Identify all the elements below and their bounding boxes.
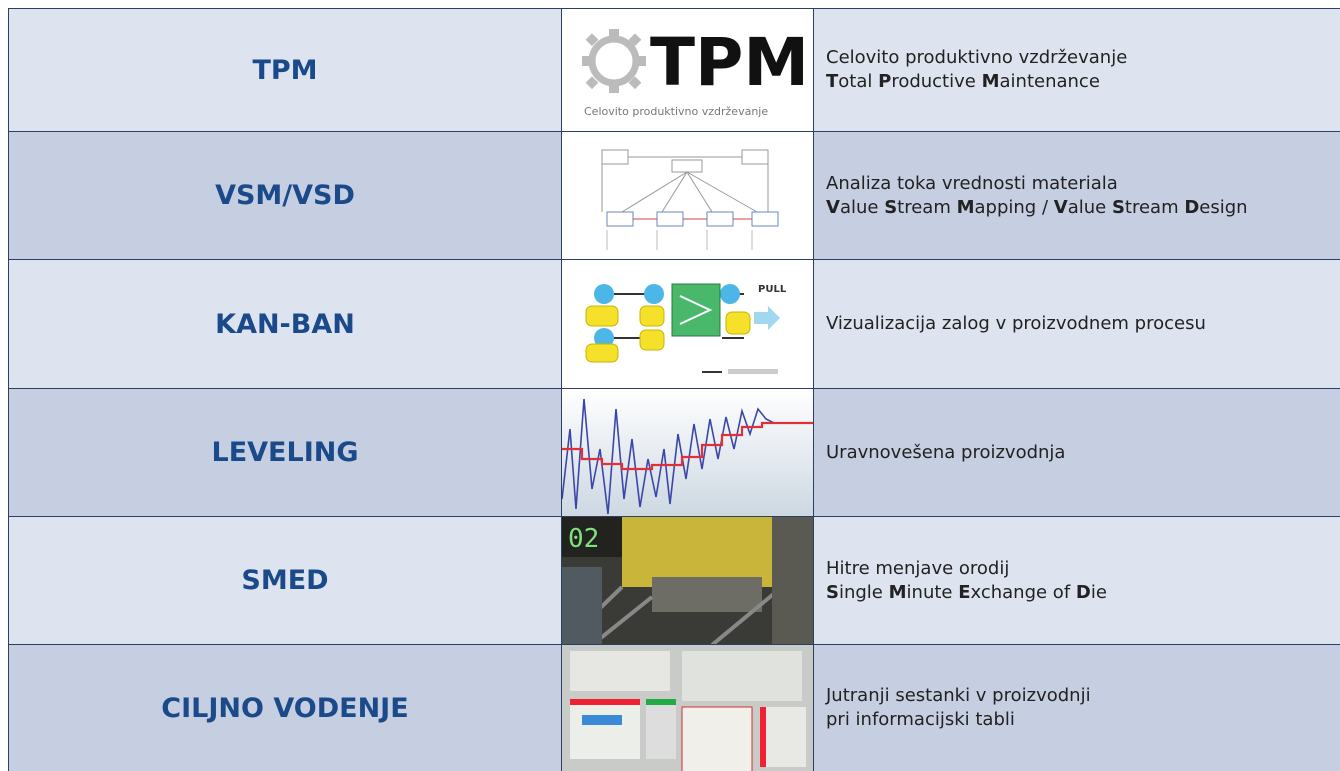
text-segment: ingle xyxy=(838,581,889,603)
board-photo xyxy=(562,645,813,771)
text-segment: roductive xyxy=(891,71,982,92)
text-segment: alue xyxy=(839,196,885,218)
method-description: Vizualizacija zalog v proizvodnem proces… xyxy=(814,260,1340,388)
text-segment: alue xyxy=(1067,196,1112,218)
description-line: Celovito produktivno vzdrževanje xyxy=(826,46,1340,70)
text-segment: pri informacijski tabli xyxy=(826,709,1015,730)
method-description: Analiza toka vrednosti materiala Value St… xyxy=(814,132,1340,259)
kanban-label: PULL xyxy=(758,284,787,295)
text-segment: D xyxy=(1075,581,1091,603)
text-segment: esign xyxy=(1199,196,1248,218)
method-image xyxy=(562,645,814,771)
description-line: Hitre menjave orodij xyxy=(826,557,1340,581)
table-row: CILJNO VODENJE Jutranji sestanki v proiz… xyxy=(8,644,1340,771)
smed-photo: 02 xyxy=(562,517,813,644)
table-row: SMED 02 Hitre menjave orodij Single Minut… xyxy=(8,516,1340,644)
logo-title: TPM xyxy=(650,24,809,101)
text-segment: S xyxy=(826,581,839,603)
method-image: PULL xyxy=(562,260,814,388)
method-description: Celovito produktivno vzdrževanje Total Pr… xyxy=(814,9,1340,131)
method-description: Hitre menjave orodij Single Minute Exchan… xyxy=(814,517,1340,644)
text-segment: V xyxy=(1053,196,1068,218)
leveling-graph xyxy=(562,389,813,516)
text-segment: T xyxy=(826,71,839,92)
svg-text:02: 02 xyxy=(568,524,599,554)
description-line: Value Stream Mapping / Value Stream Desi… xyxy=(826,196,1340,220)
text-segment: Vizualizacija zalog v proizvodnem proces… xyxy=(826,313,1206,334)
text-segment: M xyxy=(981,71,1000,92)
description-line: Single Minute Exchange of Die xyxy=(826,581,1340,605)
method-title: TPM xyxy=(9,9,562,131)
description-line: Total Productive Maintenance xyxy=(826,70,1340,94)
description-line: Analiza toka vrednosti materiala xyxy=(826,172,1340,196)
text-segment: tream xyxy=(897,196,957,218)
logo-subtitle: Celovito produktivno vzdrževanje xyxy=(584,105,768,118)
method-title: KAN-BAN xyxy=(9,260,562,388)
method-description: Jutranji sestanki v proizvodnji pri infor… xyxy=(814,645,1340,771)
text-segment: Hitre menjave orodij xyxy=(826,557,1010,579)
description-line: Jutranji sestanki v proizvodnji xyxy=(826,684,1340,708)
text-segment: V xyxy=(826,196,840,218)
method-title: LEVELING xyxy=(9,389,562,516)
method-title: CILJNO VODENJE xyxy=(9,645,562,771)
text-segment: E xyxy=(958,581,971,603)
text-segment: M xyxy=(888,581,907,603)
method-image: TPM Celovito produktivno vzdrževanje xyxy=(562,9,814,131)
description-line: Uravnovešena proizvodnja xyxy=(826,441,1340,465)
method-image xyxy=(562,389,814,516)
text-segment: inute xyxy=(906,581,959,603)
text-segment: Jutranji sestanki v proizvodnji xyxy=(826,685,1091,706)
method-image xyxy=(562,132,814,259)
text-segment: xchange of xyxy=(970,581,1076,603)
text-segment: apping / xyxy=(974,196,1054,218)
text-segment: M xyxy=(956,196,975,218)
text-segment: ie xyxy=(1090,581,1107,603)
table-row: KAN-BAN PULL Vizualizacija zalog v proiz… xyxy=(8,259,1340,388)
text-segment: Celovito produktivno vzdrževanje xyxy=(826,47,1128,68)
text-segment: aintenance xyxy=(999,71,1100,92)
text-segment: otal xyxy=(838,71,879,92)
vsm-diagram xyxy=(562,132,813,259)
text-segment: D xyxy=(1184,196,1200,218)
table-row: VSM/VSD Analiza toka vrednosti materiala… xyxy=(8,131,1340,259)
kanban-diagram: PULL xyxy=(562,260,813,388)
description-line: Vizualizacija zalog v proizvodnem proces… xyxy=(826,312,1340,336)
text-segment: S xyxy=(1111,196,1125,218)
table-row: TPM TPM Celovito produktivno vzdrževanje… xyxy=(8,8,1340,131)
text-segment: P xyxy=(878,71,892,92)
method-description: Uravnovešena proizvodnja xyxy=(814,389,1340,516)
text-segment: S xyxy=(884,196,898,218)
method-image: 02 xyxy=(562,517,814,644)
tpm-logo: TPM Celovito produktivno vzdrževanje xyxy=(582,24,809,118)
method-title: VSM/VSD xyxy=(9,132,562,259)
method-title: SMED xyxy=(9,517,562,644)
table-row: LEVELING Uravnovešena proizvodnja xyxy=(8,388,1340,516)
text-segment: tream xyxy=(1124,196,1185,218)
description-line: pri informacijski tabli xyxy=(826,708,1340,732)
text-segment: Analiza toka vrednosti materiala xyxy=(826,172,1118,194)
text-segment: Uravnovešena proizvodnja xyxy=(826,441,1066,463)
